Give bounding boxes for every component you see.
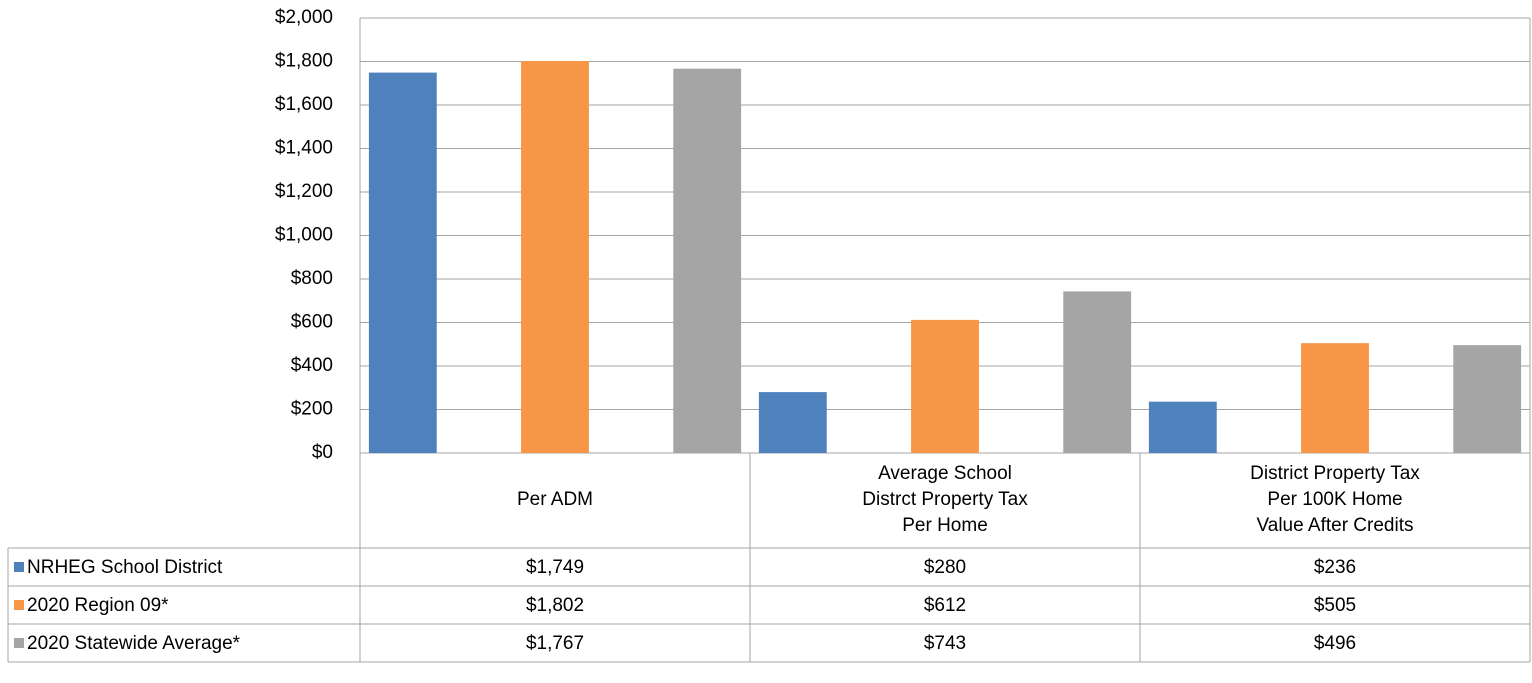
y-tick-label: $0 — [312, 442, 333, 463]
table-value: $1,767 — [526, 633, 584, 654]
y-tick-label: $1,800 — [275, 51, 333, 72]
category-label: District Property Tax Per 100K Home Value … — [1250, 463, 1420, 536]
y-tick-label: $600 — [291, 312, 333, 333]
bar — [1148, 401, 1217, 453]
legend-swatch — [14, 638, 24, 648]
bar — [673, 68, 742, 454]
legend-swatch — [14, 600, 24, 610]
category-label: Per ADM — [517, 489, 593, 510]
y-tick-label: $2,000 — [275, 7, 333, 28]
bar — [368, 72, 437, 453]
legend-label: 2020 Region 09* — [27, 595, 169, 616]
y-tick-label: $1,200 — [275, 181, 333, 202]
legend-label: NRHEG School District — [27, 557, 223, 578]
y-tick-label: $1,000 — [275, 225, 333, 246]
legend-label: 2020 Statewide Average* — [27, 633, 241, 654]
table-value: $612 — [924, 595, 966, 616]
bar — [521, 61, 589, 453]
y-tick-label: $1,600 — [275, 94, 333, 115]
table-value: $1,749 — [526, 557, 584, 578]
table-value: $496 — [1314, 633, 1356, 654]
bar — [1063, 291, 1132, 453]
table-value: $743 — [924, 633, 966, 654]
table-value: $280 — [924, 557, 966, 578]
legend-swatch — [14, 562, 24, 572]
bar — [911, 319, 979, 453]
table-value: $505 — [1314, 595, 1356, 616]
bar — [1301, 343, 1369, 453]
y-tick-label: $400 — [291, 355, 333, 376]
category-label: Average School Distrct Property Tax Per Ho… — [862, 463, 1028, 536]
table-value: $1,802 — [526, 595, 584, 616]
y-tick-label: $1,400 — [275, 138, 333, 159]
table-value: $236 — [1314, 557, 1356, 578]
y-tick-label: $200 — [291, 399, 333, 420]
y-tick-label: $800 — [291, 268, 333, 289]
bar — [758, 392, 827, 453]
bar — [1453, 345, 1522, 453]
